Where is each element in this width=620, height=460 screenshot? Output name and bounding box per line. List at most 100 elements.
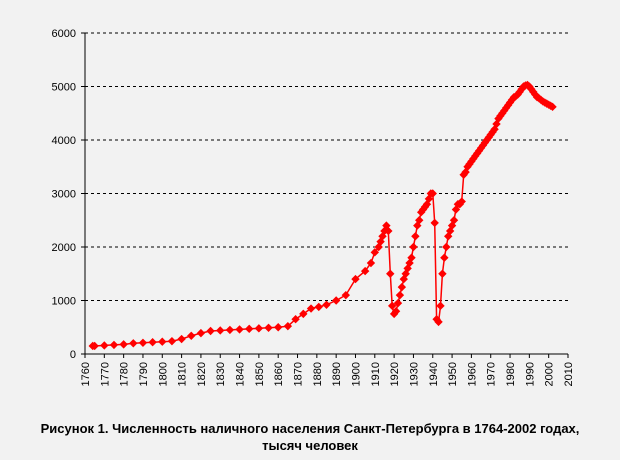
data-point-marker [507, 95, 517, 105]
data-point-marker [430, 218, 439, 228]
data-point-marker [299, 309, 308, 319]
x-tick-label: 1970 [486, 362, 498, 386]
data-point-marker [386, 269, 395, 278]
x-tick-label: 2000 [544, 362, 556, 386]
data-point-marker [513, 90, 522, 99]
x-tick-label: 1860 [273, 362, 285, 386]
data-point-marker [384, 226, 393, 236]
data-point-marker [264, 323, 273, 332]
data-point-marker [216, 326, 225, 335]
population-line-chart: 1760 1770 1780 1790 1800 1810 1820 1830 1840 1850… [52, 28, 575, 386]
data-point-marker [90, 341, 99, 351]
x-tick-label: 1920 [389, 362, 401, 386]
data-point-marker [274, 323, 283, 332]
x-tick-label: 1980 [505, 362, 517, 386]
data-point-marker [245, 324, 254, 334]
data-point-marker [440, 253, 449, 262]
data-point-marker [457, 197, 466, 206]
data-point-marker [235, 325, 244, 334]
data-point-marker [411, 232, 420, 241]
data-point-marker [187, 331, 196, 341]
x-tick-label: 2010 [563, 362, 575, 386]
data-point-marker [407, 253, 416, 262]
x-tick-label: 1990 [524, 362, 536, 386]
data-point-marker [291, 315, 300, 324]
y-tick-label: 6000 [52, 28, 76, 40]
data-point-marker [391, 307, 401, 316]
data-point-marker [129, 339, 138, 348]
x-tick-label: 1770 [99, 362, 111, 386]
data-point-marker [322, 300, 331, 309]
figure-caption: Рисунок 1. Численность наличного населен… [0, 420, 620, 454]
data-point-marker [283, 321, 293, 331]
y-tick-label: 2000 [52, 242, 76, 254]
data-point-marker [331, 296, 341, 305]
data-point-marker [225, 325, 235, 335]
y-tick-label: 3000 [52, 189, 76, 201]
data-point-marker [119, 340, 128, 349]
x-tick-label: 1910 [370, 362, 382, 386]
data-point-marker [548, 102, 557, 112]
data-point-marker [254, 324, 264, 333]
data-point-marker [482, 135, 492, 145]
chart-area: 1760 1770 1780 1790 1800 1810 1820 1830 1840 1850… [52, 28, 575, 386]
population-series [88, 80, 557, 351]
x-tick-label: 1890 [331, 362, 343, 386]
x-tick-label: 1810 [177, 362, 189, 386]
y-tick-label: 1000 [52, 296, 76, 308]
data-point-marker [428, 189, 437, 198]
x-tick-label: 1820 [196, 362, 208, 386]
x-tick-label: 1900 [350, 362, 362, 386]
x-tick-label: 1870 [293, 362, 305, 386]
data-point-marker [109, 340, 119, 350]
x-tick-label: 1950 [447, 362, 459, 386]
y-axis-ticks: 0 1000 2000 3000 4000 5000 6000 [52, 28, 85, 361]
data-point-marker [517, 84, 526, 94]
x-tick-label: 1840 [235, 362, 247, 386]
y-tick-label: 0 [70, 349, 76, 361]
data-point-marker [387, 301, 397, 311]
data-point-marker [341, 290, 351, 300]
caption-line-2: тысяч человек [262, 438, 358, 453]
data-point-marker [434, 317, 443, 327]
data-point-marker [196, 328, 206, 338]
y-tick-label: 4000 [52, 135, 76, 147]
data-point-marker [100, 341, 109, 350]
x-tick-label: 1880 [312, 362, 324, 386]
caption-line-1: Рисунок 1. Численность наличного населен… [40, 421, 580, 436]
data-point-marker [436, 301, 445, 311]
x-tick-label: 1850 [254, 362, 266, 386]
data-point-marker [409, 242, 418, 252]
data-point-marker [314, 302, 323, 312]
data-point-marker [366, 258, 376, 268]
data-point-marker [415, 216, 424, 225]
data-point-marker [449, 216, 459, 225]
data-point-marker [360, 266, 370, 276]
data-point-marker [397, 282, 407, 292]
y-tick-label: 5000 [52, 82, 76, 94]
x-tick-label: 1830 [215, 362, 227, 386]
x-tick-label: 1780 [119, 362, 131, 386]
data-point-marker [395, 290, 405, 300]
x-tick-label: 1940 [428, 362, 440, 386]
x-tick-label: 1960 [466, 362, 478, 386]
data-point-marker [158, 337, 167, 346]
data-point-marker [138, 338, 148, 347]
data-point-marker [351, 274, 360, 284]
x-tick-label: 1800 [157, 362, 169, 386]
data-point-marker [177, 334, 186, 344]
data-point-marker [515, 87, 524, 97]
data-point-marker [206, 326, 215, 336]
data-point-marker [148, 338, 157, 347]
x-tick-label: 1930 [408, 362, 420, 386]
data-point-marker [438, 269, 447, 278]
data-point-marker [167, 336, 177, 346]
data-point-marker [501, 103, 511, 113]
data-point-marker [393, 298, 403, 308]
data-point-marker [306, 304, 316, 313]
x-tick-label: 1790 [138, 362, 150, 386]
x-axis-ticks: 1760 1770 1780 1790 1800 1810 1820 1830 1840 1850… [80, 354, 575, 386]
gridlines [85, 32, 568, 301]
data-point-marker [442, 242, 451, 252]
data-point-marker [505, 98, 515, 107]
